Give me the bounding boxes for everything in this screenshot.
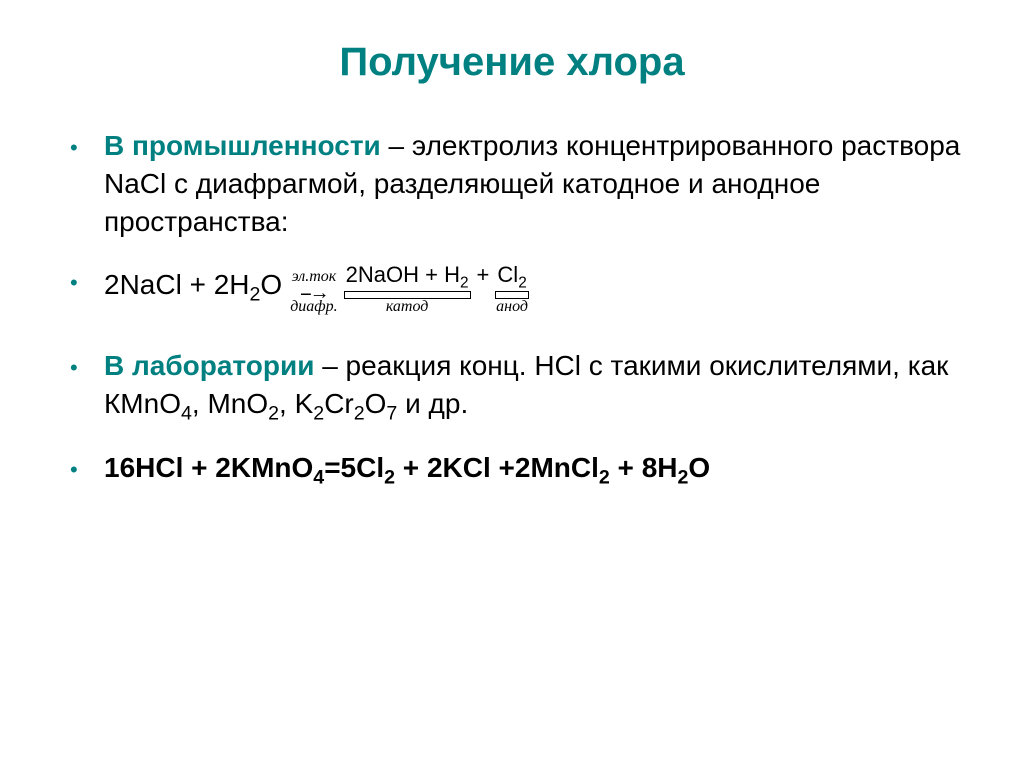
industry-label: В промышленности [104, 130, 381, 161]
laboratory-equation: • 16HCl + 2KMnO4=5Cl2 + 2KCl +2MnCl2 + 8… [70, 449, 974, 491]
equation-reactants: 2NaCl + 2H2O [104, 262, 282, 308]
industry-equation: • 2NaCl + 2H2O эл.ток --→ диафр. 2NaOH +… [70, 262, 974, 315]
anode-products: Cl2 анод [495, 264, 528, 315]
slide-content: • В промышленности – электролиз концентр… [50, 127, 974, 491]
laboratory-block: • В лаборатории – реакция конц. HCl c та… [70, 347, 974, 427]
reaction-arrow: эл.ток --→ диафр. [290, 269, 337, 315]
bullet-icon: • [70, 262, 104, 298]
bullet-icon: • [70, 449, 104, 485]
equation-products-diagram: эл.ток --→ диафр. 2NaOH + H2 катод + Cl2 [290, 262, 529, 315]
laboratory-label: В лаборатории [104, 350, 314, 381]
industry-block: • В промышленности – электролиз концентр… [70, 127, 974, 240]
slide-title: Получение хлора [50, 40, 974, 85]
cathode-products: 2NaOH + H2 катод [344, 264, 471, 315]
bullet-icon: • [70, 127, 104, 163]
plus-sign: + [471, 262, 496, 286]
bullet-icon: • [70, 347, 104, 383]
